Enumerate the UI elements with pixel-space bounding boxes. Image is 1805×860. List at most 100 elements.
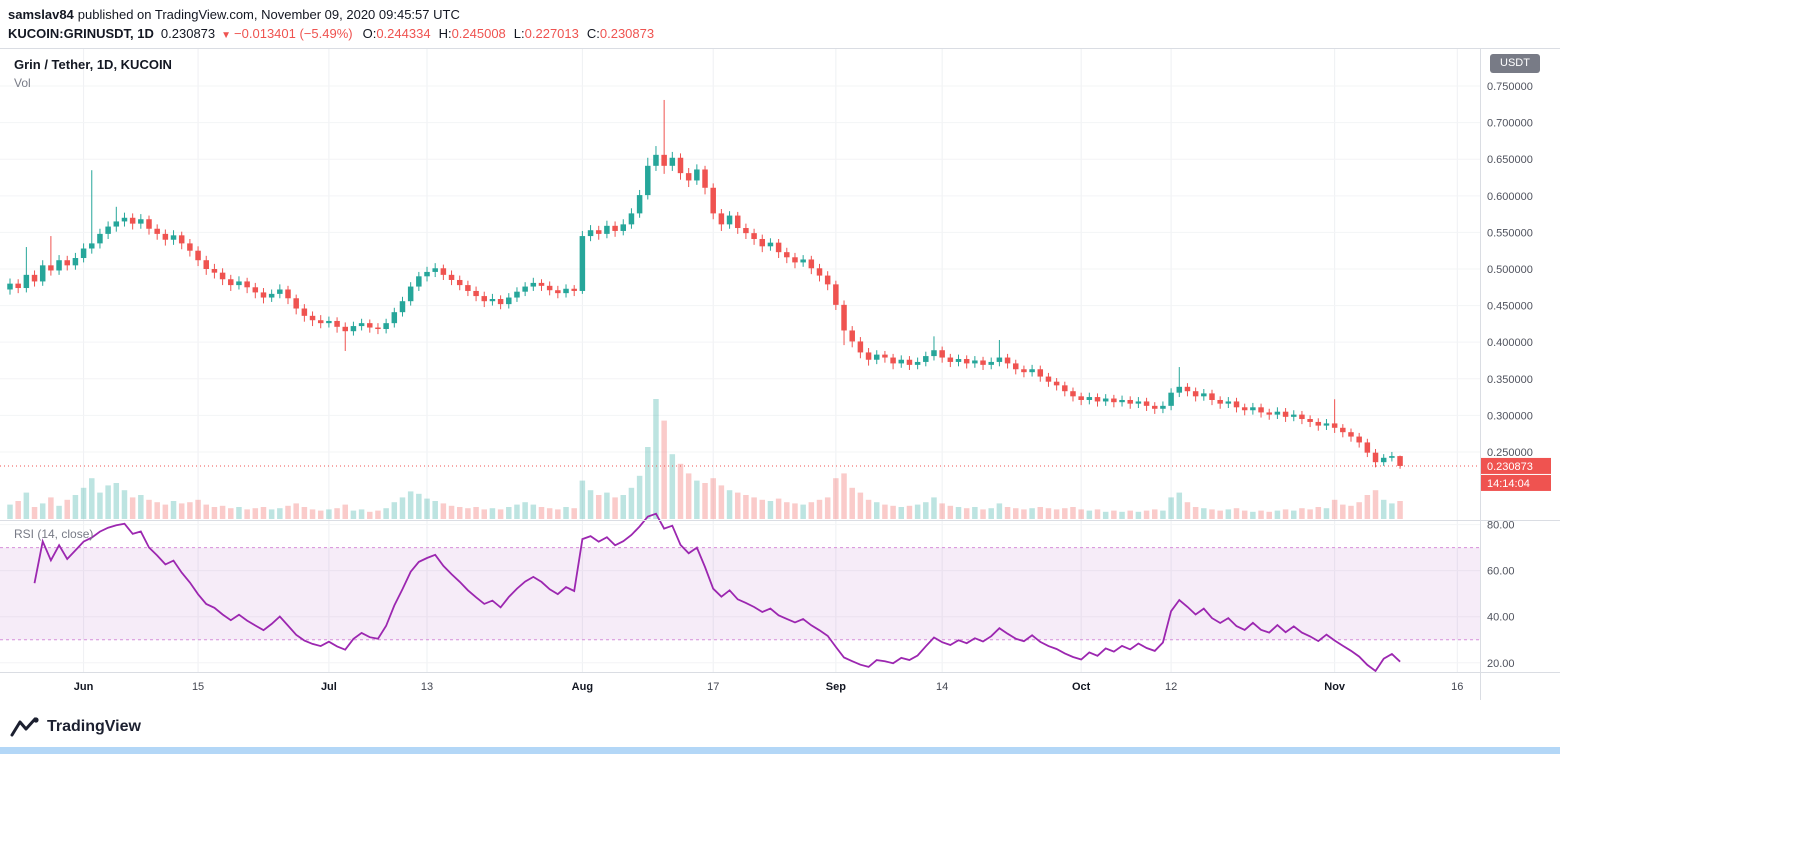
candle[interactable] bbox=[1168, 388, 1174, 411]
candle[interactable] bbox=[1192, 387, 1199, 402]
candle[interactable] bbox=[947, 353, 954, 368]
time-axis[interactable]: Jun 15 Jul 13 Aug 17 Sep 14 Oct 12 Nov 16 bbox=[74, 681, 1464, 693]
candle[interactable] bbox=[7, 278, 13, 295]
candle[interactable] bbox=[170, 230, 177, 245]
candle[interactable] bbox=[432, 263, 438, 278]
candle[interactable] bbox=[1029, 364, 1035, 377]
candle[interactable] bbox=[1282, 408, 1289, 422]
candle[interactable] bbox=[522, 282, 528, 297]
candle[interactable] bbox=[931, 336, 937, 361]
candle[interactable] bbox=[530, 277, 537, 291]
candle[interactable] bbox=[1184, 383, 1191, 397]
rsi-layer[interactable] bbox=[0, 512, 1480, 673]
candle[interactable] bbox=[1241, 403, 1248, 416]
candle[interactable] bbox=[808, 255, 815, 275]
candle[interactable] bbox=[293, 294, 299, 315]
candle[interactable] bbox=[587, 225, 594, 242]
candle[interactable] bbox=[595, 225, 602, 240]
candle[interactable] bbox=[219, 268, 226, 286]
candle[interactable] bbox=[677, 153, 684, 180]
candle[interactable] bbox=[456, 275, 463, 291]
rsi-line[interactable] bbox=[33, 512, 1401, 673]
candle[interactable] bbox=[538, 279, 545, 291]
candle[interactable] bbox=[1323, 419, 1330, 430]
candle[interactable] bbox=[1127, 396, 1133, 409]
candle[interactable] bbox=[628, 208, 635, 229]
candle[interactable] bbox=[604, 220, 610, 239]
candle[interactable] bbox=[1274, 407, 1281, 420]
candle[interactable] bbox=[653, 146, 659, 171]
candle[interactable] bbox=[416, 271, 422, 291]
candle[interactable] bbox=[375, 323, 381, 335]
candle[interactable] bbox=[841, 300, 847, 346]
candle[interactable] bbox=[154, 224, 160, 240]
candle[interactable] bbox=[1372, 449, 1379, 468]
candle[interactable] bbox=[195, 246, 201, 267]
candle[interactable] bbox=[1062, 381, 1068, 397]
candle[interactable] bbox=[914, 357, 921, 370]
candle[interactable] bbox=[980, 356, 986, 370]
candle[interactable] bbox=[317, 315, 324, 329]
candle[interactable] bbox=[440, 264, 447, 280]
candle[interactable] bbox=[955, 354, 962, 367]
candle[interactable] bbox=[555, 285, 561, 299]
candles-layer[interactable] bbox=[7, 99, 1403, 469]
candle[interactable] bbox=[996, 339, 1003, 367]
candle[interactable] bbox=[849, 326, 855, 348]
candle[interactable] bbox=[1217, 396, 1223, 409]
candle[interactable] bbox=[1348, 428, 1354, 442]
candle[interactable] bbox=[277, 284, 283, 299]
candle[interactable] bbox=[211, 263, 218, 279]
candle[interactable] bbox=[579, 230, 586, 294]
candle[interactable] bbox=[1152, 402, 1158, 414]
candle[interactable] bbox=[661, 99, 667, 174]
candle[interactable] bbox=[882, 350, 888, 363]
candle[interactable] bbox=[481, 291, 488, 308]
candle[interactable] bbox=[97, 228, 103, 249]
tradingview-logo[interactable]: TradingView bbox=[10, 714, 1560, 740]
candle[interactable] bbox=[1397, 455, 1403, 469]
candle[interactable] bbox=[923, 351, 929, 367]
candle[interactable] bbox=[424, 266, 430, 282]
candle[interactable] bbox=[857, 337, 864, 359]
candle[interactable] bbox=[685, 168, 692, 188]
candle[interactable] bbox=[906, 356, 913, 370]
candle[interactable] bbox=[105, 221, 111, 239]
candle[interactable] bbox=[563, 284, 569, 298]
candle[interactable] bbox=[309, 311, 316, 327]
candle[interactable] bbox=[833, 280, 839, 310]
candle[interactable] bbox=[244, 277, 250, 294]
candle[interactable] bbox=[1201, 389, 1207, 401]
price-chart[interactable]: 0.750000 0.700000 0.650000 0.600000 0.550000… bbox=[0, 48, 1560, 700]
candle[interactable] bbox=[816, 263, 823, 282]
candle[interactable] bbox=[23, 247, 30, 293]
candle[interactable] bbox=[228, 274, 234, 291]
candle[interactable] bbox=[718, 208, 725, 231]
candle[interactable] bbox=[342, 322, 348, 351]
candle[interactable] bbox=[1102, 394, 1109, 406]
price-axis[interactable]: 0.750000 0.700000 0.650000 0.600000 0.550000… bbox=[1480, 48, 1552, 700]
candle[interactable] bbox=[178, 231, 185, 250]
candle[interactable] bbox=[31, 270, 38, 287]
candle[interactable] bbox=[734, 211, 741, 234]
candle[interactable] bbox=[350, 321, 357, 336]
candle[interactable] bbox=[702, 165, 708, 195]
candle[interactable] bbox=[1364, 438, 1371, 458]
candle[interactable] bbox=[873, 350, 880, 365]
candle[interactable] bbox=[792, 252, 798, 269]
candle[interactable] bbox=[1380, 454, 1387, 466]
candle[interactable] bbox=[694, 164, 700, 185]
candle[interactable] bbox=[1299, 410, 1305, 425]
candle[interactable] bbox=[285, 285, 291, 305]
candle[interactable] bbox=[1389, 451, 1395, 462]
candle[interactable] bbox=[64, 255, 70, 271]
candle[interactable] bbox=[1340, 424, 1346, 438]
candle[interactable] bbox=[1004, 353, 1011, 369]
candle[interactable] bbox=[129, 213, 136, 230]
candle[interactable] bbox=[1176, 367, 1183, 398]
candle[interactable] bbox=[1209, 389, 1215, 406]
candle[interactable] bbox=[448, 270, 455, 286]
candle[interactable] bbox=[268, 289, 275, 302]
candle[interactable] bbox=[1037, 365, 1044, 382]
candle[interactable] bbox=[89, 170, 95, 254]
